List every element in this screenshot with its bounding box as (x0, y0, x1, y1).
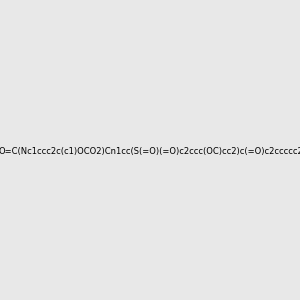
Text: O=C(Nc1ccc2c(c1)OCO2)Cn1cc(S(=O)(=O)c2ccc(OC)cc2)c(=O)c2ccccc21: O=C(Nc1ccc2c(c1)OCO2)Cn1cc(S(=O)(=O)c2cc… (0, 147, 300, 156)
